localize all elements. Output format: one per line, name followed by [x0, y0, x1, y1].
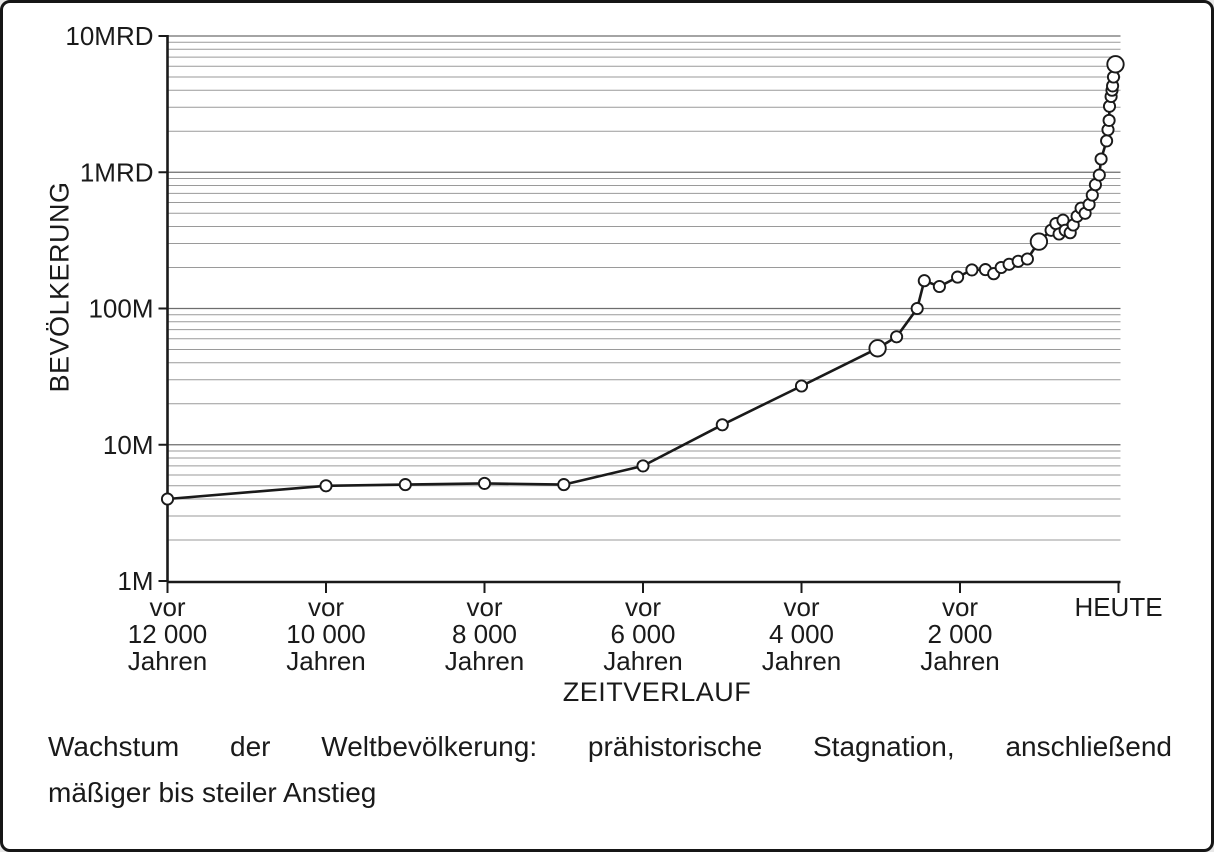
data-point-marker — [932, 279, 946, 294]
x-tick-label: Jahren — [920, 646, 1000, 676]
data-point-marker — [1092, 168, 1106, 182]
data-point-marker — [890, 330, 904, 344]
axes — [158, 35, 1121, 593]
caption-line-2: mäßiger bis steiler Anstieg — [48, 777, 377, 808]
y-tick-label: 1M — [117, 566, 153, 596]
data-point-marker — [1094, 152, 1108, 166]
x-tick-label: vor — [942, 592, 978, 622]
y-axis-tick-labels: 1M 10M 100M 1MRD 10MRD — [65, 21, 153, 596]
x-tick-label: 4 000 — [769, 619, 834, 649]
x-tick-label: 12 000 — [128, 619, 208, 649]
x-tick-label: vor — [466, 592, 502, 622]
data-point-marker — [319, 479, 333, 493]
y-axis-title: BEVÖLKERUNG — [44, 181, 75, 393]
x-tick-label: Jahren — [286, 646, 366, 676]
y-tick-label: 1MRD — [80, 157, 154, 187]
x-tick-label: Jahren — [128, 646, 208, 676]
x-tick-label: 2 000 — [927, 619, 992, 649]
data-point-marker — [398, 478, 412, 492]
data-point-marker — [636, 459, 650, 473]
x-tick-label: Jahren — [762, 646, 842, 676]
data-point-marker — [715, 418, 729, 432]
x-tick-label: HEUTE — [1074, 592, 1162, 622]
x-tick-label: 10 000 — [286, 619, 366, 649]
data-point-marker — [1102, 113, 1116, 127]
x-axis-title: ZEITVERLAUF — [562, 677, 752, 707]
x-tick-label: Jahren — [603, 646, 683, 676]
data-point-marker — [477, 476, 492, 490]
data-point-marker — [910, 301, 924, 316]
x-tick-label: 6 000 — [610, 619, 675, 649]
x-tick-label: vor — [149, 592, 185, 622]
data-point-marker — [1029, 232, 1049, 251]
series-line — [166, 63, 1117, 501]
data-point-marker — [1100, 134, 1114, 148]
x-tick-label: vor — [783, 592, 819, 622]
data-point-marker — [557, 478, 571, 492]
data-point-marker — [1106, 55, 1125, 74]
y-tick-label: 10MRD — [65, 21, 153, 51]
caption-line-1: Wachstum der Weltbevölkerung: prähistori… — [48, 731, 1172, 762]
data-point-marker — [160, 492, 175, 506]
figure-caption: Wachstum der Weltbevölkerung: prähistori… — [48, 724, 1172, 816]
x-tick-label: vor — [625, 592, 661, 622]
x-tick-label: Jahren — [445, 646, 525, 676]
y-tick-label: 10M — [103, 430, 154, 460]
data-point-marker — [917, 274, 931, 288]
gridlines — [167, 35, 1121, 541]
x-tick-label: 8 000 — [452, 619, 517, 649]
y-tick-label: 100M — [88, 294, 153, 324]
data-point-marker — [868, 339, 887, 358]
x-tick-label: vor — [308, 592, 344, 622]
data-point-marker — [965, 263, 979, 277]
data-points — [160, 55, 1125, 506]
data-point-marker — [951, 270, 965, 284]
data-point-marker — [1020, 252, 1034, 266]
data-point-marker — [794, 379, 809, 393]
population-line — [166, 63, 1117, 501]
